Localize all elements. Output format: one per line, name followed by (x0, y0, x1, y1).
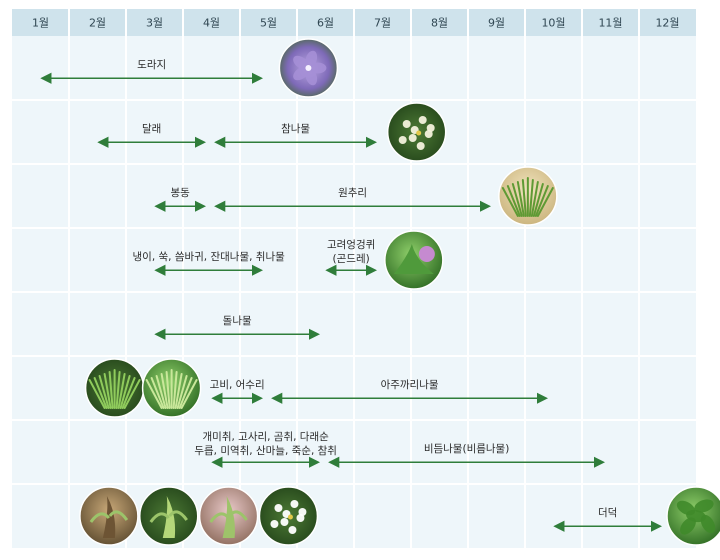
month-label: 12월 (655, 17, 679, 30)
fern-photo-icon (84, 358, 145, 418)
month-label: 7월 (374, 17, 391, 30)
sprout-photo-icon (139, 486, 199, 546)
daisy-photo-icon (258, 486, 319, 546)
month-label: 6월 (317, 17, 334, 30)
month-label: 1월 (32, 17, 49, 30)
plant-label: (곤드레) (333, 253, 370, 265)
grass-photo-icon (498, 166, 558, 226)
month-label: 10월 (541, 17, 565, 30)
plant-label: 달래 (142, 123, 161, 135)
month-label: 3월 (146, 17, 163, 30)
plant-label: 참나물 (281, 123, 310, 135)
fern-leaf-photo-icon (141, 358, 202, 418)
month-label: 11월 (598, 17, 622, 30)
plant-label: 개미취, 고사리, 곰취, 다래순 (203, 431, 330, 443)
plant-label: 고려엉겅퀴 (327, 239, 375, 251)
leafy-plant-photo-icon (666, 486, 720, 546)
bellflower-photo-icon (278, 38, 339, 98)
plant-label: 봉동 (170, 187, 190, 199)
month-label: 8월 (431, 17, 448, 30)
month-label: 9월 (488, 17, 505, 30)
bud-photo-icon (198, 486, 259, 546)
bamboo-shoot-photo-icon (79, 486, 139, 546)
white-flower-photo-icon (386, 102, 447, 162)
plant-label: 고비, 어수리 (210, 379, 265, 391)
plant-label: 원추리 (338, 187, 367, 199)
plant-label: 도라지 (137, 59, 166, 71)
plant-label: 아주까리나물 (381, 379, 439, 391)
plant-label: 두릅, 미역취, 산마늘, 죽순, 참취 (194, 445, 337, 457)
month-label: 4월 (203, 17, 220, 30)
plant-label: 돌나물 (223, 315, 252, 327)
plant-label: 비듬나물(비름나물) (424, 443, 509, 455)
thistle-photo-icon (384, 230, 444, 290)
month-label: 2월 (89, 17, 106, 30)
month-label: 5월 (260, 17, 277, 30)
plant-label: 냉이, 쑥, 씀바귀, 잔대나물, 취나물 (133, 251, 286, 263)
plant-label: 더덕 (598, 507, 617, 519)
